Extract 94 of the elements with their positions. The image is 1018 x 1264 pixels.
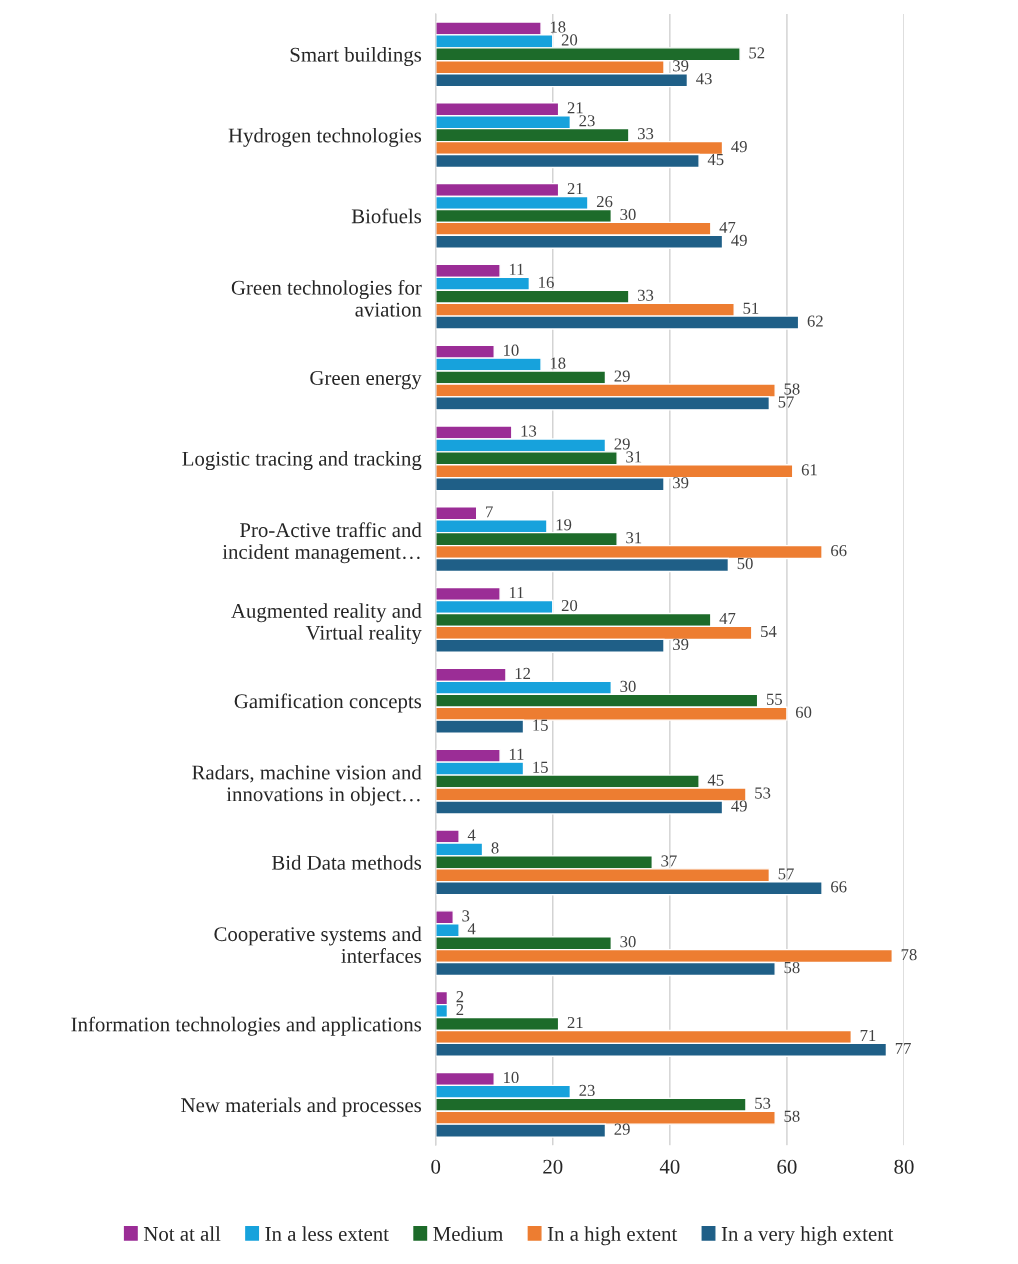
data-label: 52 [749,47,765,59]
y-tick-label: Cooperative systems and interfaces [214,926,422,963]
data-label: 39 [673,477,689,489]
data-label: 45 [707,774,724,786]
data-label: 19 [556,519,572,531]
data-label: 58 [784,961,800,974]
legend-label: Not at all [143,1226,221,1241]
x-tick-label: 60 [777,1159,797,1174]
data-label: 33 [638,289,654,301]
y-tick-label: Green energy [310,370,422,390]
data-label: 11 [509,748,524,760]
data-label: 29 [614,1123,630,1135]
y-tick-label: Augmented reality and Virtual reality [231,603,422,645]
data-label: 47 [719,612,736,624]
data-label: 21 [567,102,583,114]
y-tick-label: Biofuels [351,208,422,224]
y-tick-label: Smart buildings [290,47,422,67]
data-label: 62 [807,315,823,327]
data-label: 31 [626,451,642,463]
data-label: 30 [620,208,636,221]
data-label: 18 [550,21,566,33]
data-label: 57 [778,396,794,408]
x-tick-label: 40 [659,1159,680,1174]
data-label: 66 [831,545,847,557]
data-label: 50 [737,557,753,570]
data-label: 71 [860,1029,876,1041]
data-label: 51 [743,302,759,314]
data-label: 61 [801,464,817,476]
data-label: 23 [579,115,595,127]
data-label: 53 [755,787,771,799]
data-label: 33 [638,128,654,140]
data-label: 30 [620,936,636,948]
data-label: 7 [486,506,493,518]
y-tick-label: Bid Data methods [271,855,422,870]
legend-label: Medium [433,1226,504,1241]
legend-label: In a high extent [547,1226,678,1246]
data-label: 2 [456,1004,464,1016]
data-label: 16 [539,276,554,288]
data-label: 60 [795,706,812,718]
data-label: 21 [567,1016,583,1028]
data-label: 26 [596,195,613,208]
data-label: 29 [614,370,630,382]
data-label: 11 [509,587,524,599]
data-label: 43 [696,73,712,85]
y-tick-label: New materials and processes [181,1097,422,1117]
y-tick-label: Information technologies and applications [71,1016,422,1036]
data-label: 47 [719,221,736,233]
x-tick-label: 0 [431,1159,441,1174]
data-label: 8 [491,842,499,854]
data-label: 13 [521,425,537,437]
data-label: 2 [456,991,464,1003]
legend-label: In a very high extent [721,1226,894,1246]
x-tick-label: 20 [543,1159,563,1174]
data-label: 77 [895,1042,911,1054]
data-label: 10 [504,1071,519,1084]
data-label: 37 [661,855,677,867]
data-label: 15 [533,719,548,731]
y-tick-label: Gamification concepts [234,693,422,713]
data-label: 55 [766,693,782,705]
data-label: 10 [504,344,519,356]
data-label: 29 [614,438,630,450]
y-tick-label: Logistic tracing and tracking [182,451,422,471]
data-label: 58 [784,1110,800,1122]
legend-label: In a less extent [265,1226,389,1241]
data-label: 45 [707,154,724,166]
data-label: 4 [467,829,476,841]
data-label: 3 [462,910,470,922]
data-label: 54 [761,625,777,638]
data-label: 20 [561,34,578,46]
y-tick-label: Radars, machine vision and innovations in object… [192,764,422,806]
data-label: 39 [673,638,689,650]
data-label: 66 [831,881,847,893]
data-label: 58 [784,383,800,395]
y-tick-label: Pro-Active traffic and incident management… [222,522,422,564]
data-label: 49 [731,234,747,246]
data-label: 4 [467,923,476,935]
data-label: 57 [778,868,794,880]
y-tick-label: Hydrogen technologies [228,127,422,147]
data-label: 53 [755,1097,771,1109]
data-label: 39 [673,60,689,72]
data-label: 18 [550,357,566,369]
data-label: 49 [731,141,747,153]
data-label: 23 [579,1084,595,1097]
data-label: 20 [561,599,578,612]
data-label: 15 [533,761,548,773]
data-label: 11 [509,263,524,275]
y-tick-label: Green technologies for aviation [231,279,422,317]
x-tick-label: 80 [894,1159,914,1174]
data-label: 21 [567,183,583,195]
data-label: 30 [620,680,636,692]
data-label: 12 [515,667,531,679]
data-label: 31 [626,532,642,544]
data-label: 78 [901,949,917,961]
data-label: 49 [731,800,747,812]
